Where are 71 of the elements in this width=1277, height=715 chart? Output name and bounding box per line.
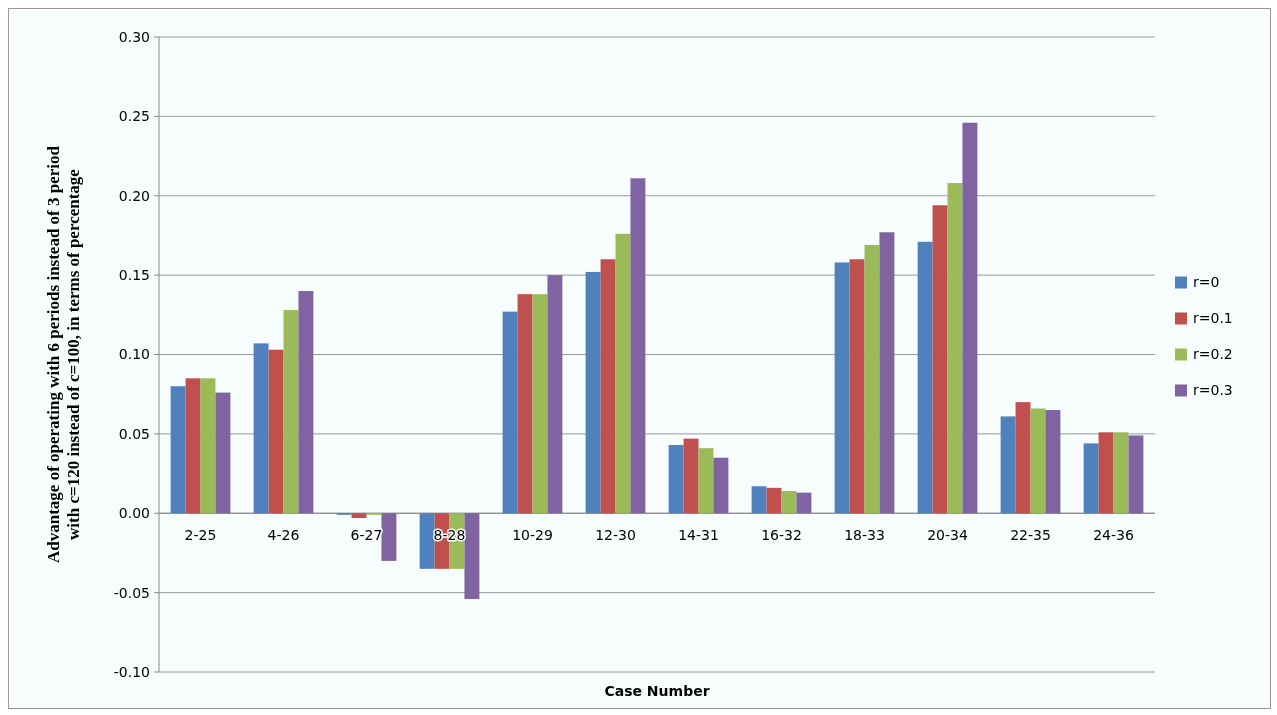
y-tick-label: 0.15 bbox=[118, 267, 150, 284]
legend-label: r=0.1 bbox=[1193, 310, 1233, 327]
x-axis-title: Case Number bbox=[604, 683, 710, 699]
bar bbox=[932, 205, 948, 514]
bar bbox=[351, 513, 367, 519]
y-tick-label: -0.05 bbox=[113, 584, 150, 601]
bar bbox=[668, 444, 684, 514]
bar bbox=[766, 487, 782, 514]
bar bbox=[1015, 402, 1031, 514]
bar bbox=[585, 271, 601, 514]
bar bbox=[517, 294, 533, 514]
y-tick-label: 0.25 bbox=[118, 108, 150, 125]
legend-label: r=0.3 bbox=[1193, 382, 1233, 399]
bar bbox=[1000, 416, 1016, 514]
x-tick-label: 14-31 bbox=[678, 527, 719, 544]
y-tick-label: 0.20 bbox=[118, 187, 150, 204]
bar bbox=[917, 241, 933, 514]
bar bbox=[947, 183, 963, 514]
y-tick-label: -0.10 bbox=[113, 663, 150, 680]
bar bbox=[268, 349, 284, 514]
x-tick-label: 10-29 bbox=[512, 527, 553, 544]
legend-label: r=0.2 bbox=[1193, 346, 1233, 363]
bar bbox=[1098, 432, 1114, 514]
bar bbox=[185, 378, 201, 514]
bar bbox=[381, 513, 397, 561]
x-tick-label: 24-36 bbox=[1093, 527, 1134, 544]
x-tick-label: 20-34 bbox=[927, 527, 968, 544]
x-tick-label: 16-32 bbox=[761, 527, 802, 544]
bar bbox=[298, 291, 314, 514]
bar bbox=[253, 343, 269, 514]
legend-label: r=0 bbox=[1193, 274, 1220, 291]
x-tick-label: 8-28 bbox=[433, 527, 466, 544]
bar bbox=[615, 233, 631, 514]
bar bbox=[864, 244, 880, 514]
bar bbox=[1128, 435, 1144, 514]
bar bbox=[502, 311, 518, 514]
bar bbox=[1030, 408, 1046, 514]
y-tick-label: 0.10 bbox=[118, 346, 150, 363]
bar bbox=[713, 457, 729, 514]
bar bbox=[834, 262, 850, 514]
x-tick-label: 12-30 bbox=[595, 527, 636, 544]
bar bbox=[1113, 432, 1129, 514]
bar bbox=[283, 310, 299, 514]
x-tick-label: 2-25 bbox=[184, 527, 217, 544]
bar bbox=[962, 122, 978, 514]
x-tick-label: 18-33 bbox=[844, 527, 885, 544]
y-tick-label: 0.00 bbox=[118, 505, 150, 522]
x-tick-label: 6-27 bbox=[350, 527, 383, 544]
bar bbox=[683, 438, 699, 514]
bar bbox=[170, 386, 186, 514]
bar bbox=[200, 378, 216, 514]
y-tick-label: 0.05 bbox=[118, 425, 150, 442]
bar bbox=[547, 275, 563, 514]
x-tick-label: 4-26 bbox=[267, 527, 300, 544]
bar bbox=[849, 259, 865, 514]
bar bbox=[1045, 410, 1061, 514]
bar bbox=[419, 513, 435, 569]
bar bbox=[532, 294, 548, 514]
x-tick-label: 22-35 bbox=[1010, 527, 1051, 544]
bar bbox=[781, 491, 797, 514]
bar bbox=[630, 178, 646, 514]
bar bbox=[796, 492, 812, 514]
y-tick-label: 0.30 bbox=[118, 28, 150, 45]
bar bbox=[215, 392, 231, 514]
bar bbox=[879, 232, 895, 514]
bar bbox=[1083, 443, 1099, 514]
bar bbox=[600, 259, 616, 514]
bar bbox=[698, 448, 714, 514]
bar bbox=[751, 486, 767, 514]
y-axis-title: Advantage of operating with 6 periods instead of 3 period with c=120 instead of c=100, in terms of percentage bbox=[44, 145, 83, 563]
bar bbox=[464, 513, 480, 599]
